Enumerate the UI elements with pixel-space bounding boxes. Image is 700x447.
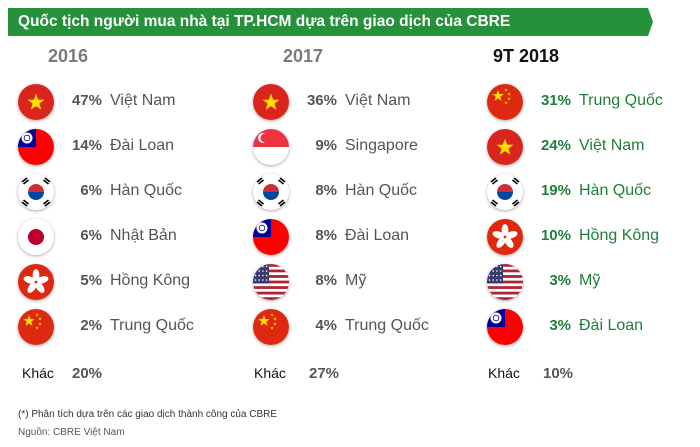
data-row: 3% Đài Loan xyxy=(487,309,700,349)
data-row: 8% Hàn Quốc xyxy=(253,174,478,214)
country-label: Hàn Quốc xyxy=(345,182,418,199)
other-label: Khác xyxy=(22,365,54,381)
other-share-value: 20% xyxy=(72,365,103,382)
other-row: Khác 10% xyxy=(487,359,700,399)
country-label: Singapore xyxy=(345,137,418,154)
country-label: Mỹ xyxy=(345,272,367,289)
taiwan-flag-icon xyxy=(18,129,54,165)
country-label: Đài Loan xyxy=(345,227,410,244)
data-row: 24% Việt Nam xyxy=(487,129,700,169)
country-label: Hồng Kông xyxy=(110,272,191,289)
data-row: 5% Hồng Kông xyxy=(18,264,243,304)
data-row: 8% Mỹ xyxy=(253,264,478,304)
data-row: 19% Hàn Quốc xyxy=(487,174,700,214)
share-value: 19% xyxy=(540,182,571,199)
singapore-flag-icon xyxy=(253,129,289,165)
china-flag-icon xyxy=(487,84,523,120)
year-header: 9T 2018 xyxy=(493,46,560,66)
other-row: Khác 20% xyxy=(18,359,243,399)
taiwan-flag-icon xyxy=(253,219,289,255)
data-row: 31% Trung Quốc xyxy=(487,84,700,124)
share-value: 24% xyxy=(540,137,571,154)
other-label: Khác xyxy=(254,365,286,381)
share-value: 9% xyxy=(315,137,337,154)
share-value: 31% xyxy=(540,92,571,109)
country-label: Việt Nam xyxy=(110,92,176,109)
country-label: Đài Loan xyxy=(579,317,644,334)
year-column: 9T 2018 31% Trung Quốc 24% Việt Nam 19% Hàn Qu… xyxy=(487,40,700,390)
year-column: 2016 47% Việt Nam 14% Đài Loan 6% Hàn Quốc 6% Nh… xyxy=(18,40,243,390)
data-row: 6% Nhật Bản xyxy=(18,219,243,259)
country-label: Đài Loan xyxy=(110,137,175,154)
korea-flag-icon xyxy=(18,174,54,210)
country-label: Hàn Quốc xyxy=(110,182,183,199)
share-value: 4% xyxy=(315,317,337,334)
china-flag-icon xyxy=(253,309,289,345)
country-label: Trung Quốc xyxy=(345,317,429,334)
year-header: 2016 xyxy=(48,46,89,66)
korea-flag-icon xyxy=(253,174,289,210)
data-row: 47% Việt Nam xyxy=(18,84,243,124)
data-row: 8% Đài Loan xyxy=(253,219,478,259)
share-value: 36% xyxy=(306,92,337,109)
other-row: Khác 27% xyxy=(253,359,478,399)
data-row: 36% Việt Nam xyxy=(253,84,478,124)
share-value: 10% xyxy=(540,227,571,244)
country-label: Mỹ xyxy=(579,272,601,289)
korea-flag-icon xyxy=(487,174,523,210)
data-row: 10% Hồng Kông xyxy=(487,219,700,259)
share-value: 14% xyxy=(71,137,102,154)
vietnam-flag-icon xyxy=(18,84,54,120)
share-value: 6% xyxy=(80,227,102,244)
country-label: Trung Quốc xyxy=(579,92,663,109)
data-row: 9% Singapore xyxy=(253,129,478,169)
china-flag-icon xyxy=(18,309,54,345)
share-value: 3% xyxy=(549,317,571,334)
data-row: 3% Mỹ xyxy=(487,264,700,304)
vietnam-flag-icon xyxy=(487,129,523,165)
share-value: 6% xyxy=(80,182,102,199)
other-share-value: 27% xyxy=(309,365,340,382)
data-row: 4% Trung Quốc xyxy=(253,309,478,349)
chart-title: Quốc tịch người mua nhà tại TP.HCM dựa t… xyxy=(18,13,511,30)
country-label: Hồng Kông xyxy=(579,227,660,244)
taiwan-flag-icon xyxy=(487,309,523,345)
vietnam-flag-icon xyxy=(253,84,289,120)
share-value: 8% xyxy=(315,227,337,244)
japan-flag-icon xyxy=(18,219,54,255)
data-row: 6% Hàn Quốc xyxy=(18,174,243,214)
year-header: 2017 xyxy=(283,46,324,66)
share-value: 8% xyxy=(315,182,337,199)
usa-flag-icon xyxy=(253,264,289,300)
country-label: Nhật Bản xyxy=(110,227,177,244)
share-value: 8% xyxy=(315,272,337,289)
data-row: 14% Đài Loan xyxy=(18,129,243,169)
share-value: 5% xyxy=(80,272,102,289)
share-value: 47% xyxy=(71,92,102,109)
country-label: Hàn Quốc xyxy=(579,182,652,199)
year-column: 2017 36% Việt Nam 9% Singapore 8% Hàn Quốc 8% Đà… xyxy=(253,40,478,390)
usa-flag-icon xyxy=(487,264,523,300)
other-label: Khác xyxy=(488,365,520,381)
share-value: 3% xyxy=(549,272,571,289)
hongkong-flag-icon xyxy=(18,264,54,300)
source-note: Nguồn: CBRE Việt Nam xyxy=(18,427,125,438)
country-label: Trung Quốc xyxy=(110,317,194,334)
footnote: (*) Phân tích dựa trên các giao dịch thà… xyxy=(18,409,278,420)
data-row: 2% Trung Quốc xyxy=(18,309,243,349)
country-label: Việt Nam xyxy=(579,137,645,154)
hongkong-flag-icon xyxy=(487,219,523,255)
other-share-value: 10% xyxy=(543,365,574,382)
share-value: 2% xyxy=(80,317,102,334)
title-banner: Quốc tịch người mua nhà tại TP.HCM dựa t… xyxy=(8,8,653,36)
country-label: Việt Nam xyxy=(345,92,411,109)
